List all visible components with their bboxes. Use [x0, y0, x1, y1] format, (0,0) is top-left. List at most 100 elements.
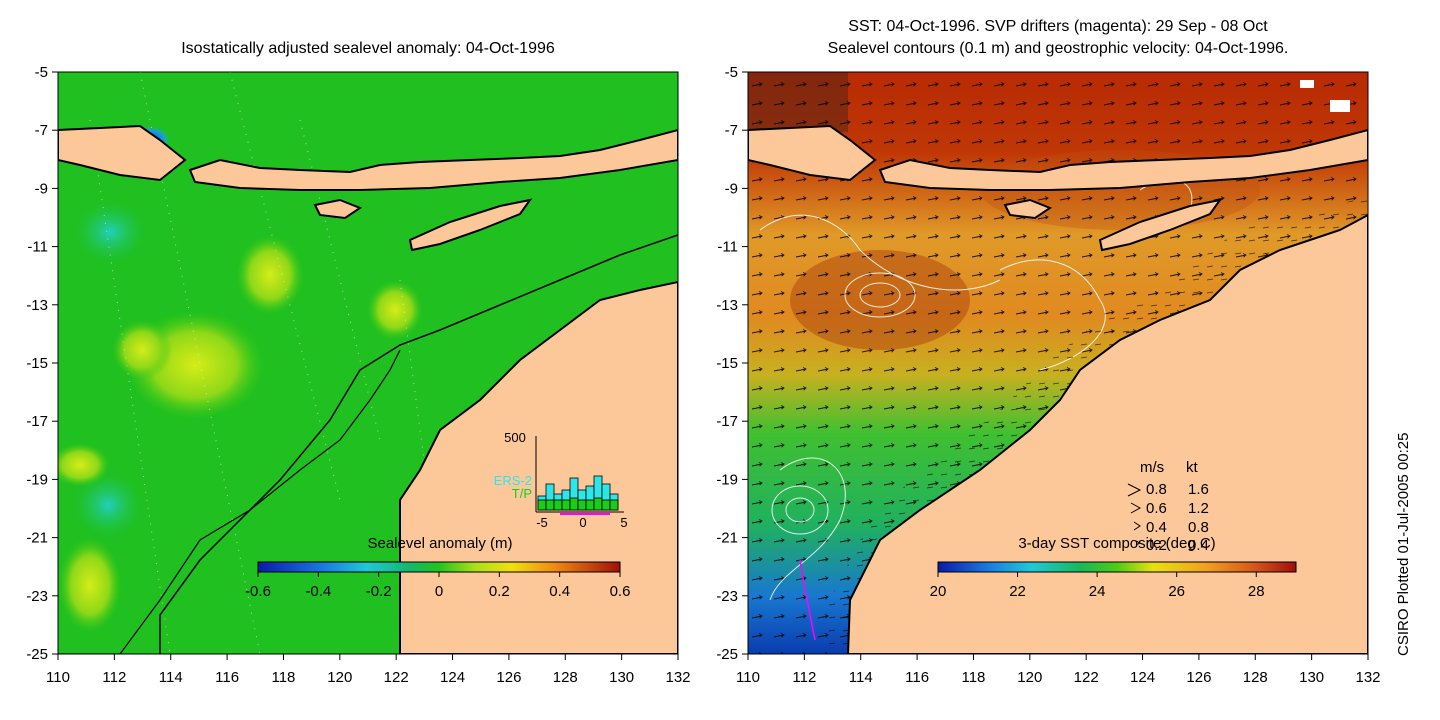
left-y-tick-label: -9	[35, 180, 48, 197]
left-lesser-sunda-islands	[188, 128, 678, 191]
right-map-title-line-2: Sealevel contours (0.1 m) and geostrophi…	[827, 40, 1289, 57]
inset-x-tick-label: 0	[579, 515, 586, 530]
left-x-tick-label: 122	[384, 669, 409, 686]
inset-x-tick-label: 5	[620, 515, 627, 530]
right-y-tick-label: -19	[716, 471, 738, 488]
left-java-land	[58, 124, 187, 182]
sealevel-colorbar-tick-label: 0.6	[610, 583, 631, 600]
right-x-tick-label: 130	[1299, 669, 1324, 686]
velocity-key-header-kt: kt	[1186, 459, 1199, 476]
plot-credit: CSIRO Plotted 01-Jul-2005 00:25	[1395, 432, 1412, 656]
right-x-tick-label: 118	[961, 669, 985, 686]
left-y-tick-label: -11	[27, 239, 48, 256]
left-timor-land	[408, 198, 533, 252]
left-y-tick-label: -23	[26, 588, 48, 605]
left-x-tick-label: 130	[609, 669, 634, 686]
sst-colorbar-tick-label: 22	[1009, 583, 1026, 600]
right-x-tick-label: 124	[1130, 669, 1155, 686]
left-x-tick-label: 114	[159, 669, 183, 686]
left-x-tick-label: 112	[102, 669, 126, 686]
sst-colorbar-tick-label: 24	[1089, 583, 1106, 600]
right-x-tick-label: 126	[1186, 669, 1211, 686]
right-x-tick-label: 114	[849, 669, 873, 686]
left-y-tick-label: -13	[26, 297, 48, 314]
right-y-tick-label: -15	[716, 355, 738, 372]
right-x-tick-label: 116	[905, 669, 929, 686]
right-y-tick-label: -25	[716, 646, 738, 663]
left-y-tick-label: -15	[26, 355, 48, 372]
sealevel-colorbar	[257, 561, 621, 573]
velocity-key-header-ms: m/s	[1140, 459, 1164, 476]
left-x-tick-label: 118	[271, 669, 295, 686]
sst-colorbar-ticks: 20 22 24 26 28	[930, 572, 1265, 600]
right-java-land	[748, 124, 877, 182]
sst-colorbar-tick-label: 20	[930, 583, 947, 600]
sealevel-colorbar-tick-label: -0.4	[305, 583, 331, 600]
left-y-tick-label: -5	[35, 64, 48, 81]
right-x-tick-label: 128	[1243, 669, 1268, 686]
left-x-tick-label: 120	[327, 669, 352, 686]
sealevel-colorbar-tick-label: -0.2	[366, 583, 392, 600]
right-y-tick-label: -5	[725, 64, 738, 81]
velocity-key-ms-1: 0.6	[1146, 500, 1167, 517]
velocity-key-ms-0: 0.8	[1146, 481, 1167, 498]
right-x-tick-label: 122	[1074, 669, 1099, 686]
velocity-key-kt-1: 1.2	[1188, 500, 1209, 517]
right-y-tick-label: -21	[716, 530, 738, 547]
right-x-tick-label: 132	[1355, 669, 1380, 686]
right-map-area	[748, 72, 1368, 654]
left-y-tick-label: -25	[26, 646, 48, 663]
velocity-key: m/s kt 0.8 1.6 0.6 1.2 0.4 0.8 0.2 0.4	[1127, 459, 1209, 554]
inset-series-tp: T/P	[512, 486, 532, 501]
velocity-key-ms-2: 0.4	[1146, 519, 1167, 536]
sst-colorbar-tick-label: 26	[1168, 583, 1185, 600]
right-x-tick-label: 112	[792, 669, 816, 686]
left-map-title: Isostatically adjusted sealevel anomaly:…	[181, 40, 555, 57]
right-lesser-sunda-islands	[878, 128, 1368, 191]
left-y-tick-label: -19	[26, 471, 48, 488]
right-map-title-line-1: SST: 04-Oct-1996. SVP drifters (magenta)…	[848, 18, 1268, 35]
sst-colorbar-label: 3-day SST composite (deg C)	[1018, 535, 1215, 552]
left-map-area	[58, 72, 678, 654]
altimeter-histogram-inset: 500 ERS-2 T/P -5 0 5	[494, 430, 628, 530]
left-y-tick-label: -21	[26, 530, 48, 547]
left-x-tick-label: 124	[440, 669, 465, 686]
left-y-tick-label: -17	[26, 413, 48, 430]
left-australia-land	[399, 280, 678, 654]
left-x-tick-label: 116	[215, 669, 239, 686]
inset-y-max-label: 500	[504, 430, 526, 445]
inset-series-ers2: ERS-2	[494, 473, 532, 488]
left-map-axes: 110 112 114 116 118 120 122 124 126 128 130 132 -5 -7…	[26, 64, 690, 686]
right-x-tick-label: 120	[1017, 669, 1042, 686]
left-x-tick-label: 132	[665, 669, 690, 686]
right-y-tick-label: -17	[716, 413, 738, 430]
left-x-tick-label: 110	[46, 669, 70, 686]
sealevel-colorbar-tick-label: -0.6	[245, 583, 271, 600]
left-x-tick-label: 126	[496, 669, 521, 686]
inset-x-ticks: -5 0 5	[536, 515, 627, 530]
inset-x-tick-label: -5	[536, 515, 548, 530]
right-y-tick-label: -13	[716, 297, 738, 314]
sst-colorbar	[937, 561, 1297, 573]
right-timor-land	[1098, 198, 1223, 252]
right-y-tick-label: -23	[716, 588, 738, 605]
right-map-axes: 110 112 114 116 118 120 122 124 126 128 130 132 -5 -7…	[716, 64, 1380, 686]
sealevel-colorbar-tick-label: 0.4	[549, 583, 570, 600]
sealevel-colorbar-ticks: -0.6 -0.4 -0.2 0 0.2 0.4 0.6	[245, 572, 630, 600]
svp-drifter-track	[799, 559, 816, 641]
right-y-tick-label: -11	[717, 239, 738, 256]
sealevel-colorbar-tick-label: 0.2	[489, 583, 510, 600]
sst-colorbar-tick-label: 28	[1248, 583, 1265, 600]
left-y-tick-label: -7	[35, 122, 48, 139]
left-x-tick-label: 128	[553, 669, 578, 686]
right-y-tick-label: -9	[725, 180, 738, 197]
sealevel-contours	[759, 179, 1193, 601]
velocity-key-kt-0: 1.6	[1188, 481, 1209, 498]
sealevel-colorbar-label: Sealevel anomaly (m)	[367, 535, 512, 552]
velocity-key-ms-3: 0.2	[1146, 537, 1167, 554]
right-x-tick-label: 110	[736, 669, 760, 686]
velocity-key-kt-3: 0.4	[1188, 537, 1209, 554]
right-y-tick-label: -7	[725, 122, 738, 139]
velocity-key-kt-2: 0.8	[1188, 519, 1209, 536]
